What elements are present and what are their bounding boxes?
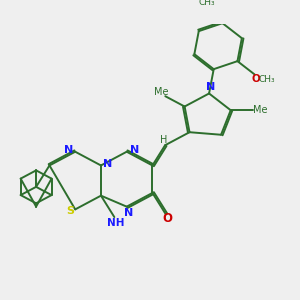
Text: S: S <box>66 206 74 216</box>
Text: CH₃: CH₃ <box>259 75 275 84</box>
Text: CH₃: CH₃ <box>198 0 215 7</box>
Text: O: O <box>162 212 172 225</box>
Text: N: N <box>64 146 73 155</box>
Text: Me: Me <box>253 105 268 115</box>
Text: N: N <box>124 208 133 218</box>
Text: N: N <box>206 82 215 92</box>
Text: O: O <box>252 74 260 84</box>
Text: Me: Me <box>154 87 169 97</box>
Text: H: H <box>160 135 167 145</box>
Text: N: N <box>103 159 112 169</box>
Text: N: N <box>130 146 139 155</box>
Text: NH: NH <box>107 218 124 228</box>
